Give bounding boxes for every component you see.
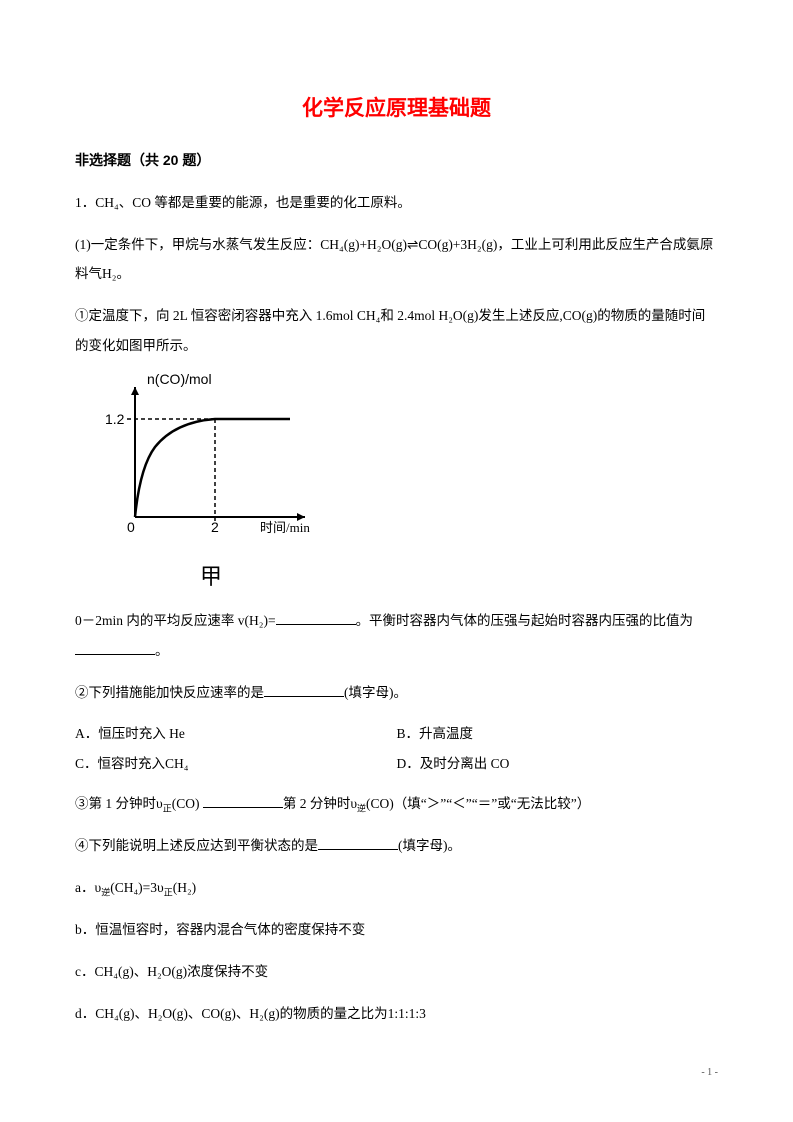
text-mid2: 第 2 分钟时υ xyxy=(283,796,357,811)
sub-zheng: 正 xyxy=(163,803,172,813)
blank-2[interactable] xyxy=(75,641,155,655)
blank-4[interactable] xyxy=(203,794,283,808)
option-D: D．及时分离出 CO xyxy=(397,749,719,779)
q1-sub4: ④下列能说明上述反应达到平衡状态的是 (填字母)。 xyxy=(75,831,718,861)
sub-ni: 逆 xyxy=(101,888,110,898)
options-2: A．恒压时充入 He B．升高温度 C．恒容时充入CH₄ D．及时分离出 CO xyxy=(75,719,718,778)
text-mid3: (CO)（填“＞”“＜”“＝”或“无法比较”） xyxy=(366,796,590,811)
q1-sub3: ③第 1 分钟时υ正(CO) 第 2 分钟时υ逆(CO)（填“＞”“＜”“＝”或… xyxy=(75,789,718,819)
text-end: (H₂) xyxy=(173,880,196,895)
text-end: 。 xyxy=(155,643,169,658)
text-pre: ③第 1 分钟时υ xyxy=(75,796,163,811)
blank-1[interactable] xyxy=(276,612,356,626)
option-b: b．恒温恒容时，容器内混合气体的密度保持不变 xyxy=(75,915,718,945)
section-header: 非选择题（共 20 题） xyxy=(75,148,718,173)
option-c: c．CH₄(g)、H₂O(g)浓度保持不变 xyxy=(75,957,718,987)
sub-ni: 逆 xyxy=(357,803,366,813)
q1-intro: 1．CH₄、CO 等都是重要的能源，也是重要的化工原料。 xyxy=(75,188,718,218)
option-C: C．恒容时充入CH₄ xyxy=(75,749,397,779)
option-A: A．恒压时充入 He xyxy=(75,719,397,749)
page-number: - 1 - xyxy=(701,1064,718,1082)
text-mid1: (CO) xyxy=(172,796,203,811)
page-title: 化学反应原理基础题 xyxy=(75,90,718,128)
option-d: d．CH₄(g)、H₂O(g)、CO(g)、H₂(g)的物质的量之比为1:1:1… xyxy=(75,999,718,1029)
origin-label: 0 xyxy=(127,519,135,535)
text: ④下列能说明上述反应达到平衡状态的是 xyxy=(75,838,318,853)
blank-3[interactable] xyxy=(264,683,344,697)
text-mid: (CH₄)=3υ xyxy=(110,880,164,895)
option-B: B．升高温度 xyxy=(397,719,719,749)
x-tick-2: 2 xyxy=(211,519,219,535)
curve xyxy=(135,419,290,517)
graph-caption: 甲 xyxy=(200,557,718,597)
graph-jia: n(CO)/mol 1.2 0 2 时间/min 甲 xyxy=(105,372,718,596)
y-tick-1.2: 1.2 xyxy=(105,411,125,427)
q1-part1: (1)一定条件下，甲烷与水蒸气发生反应：CH₄(g)+H₂O(g)⇌CO(g)+… xyxy=(75,230,718,289)
q1-sub1-question: 0－2min 内的平均反应速率 v(H₂)= 。平衡时容器内气体的压强与起始时容器… xyxy=(75,606,718,665)
y-axis-label: n(CO)/mol xyxy=(147,372,212,387)
text: ②下列措施能加快反应速率的是 xyxy=(75,685,264,700)
q1-sub1: ①定温度下，向 2L 恒容密闭容器中充入 1.6mol CH₄和 2.4mol … xyxy=(75,301,718,360)
text-tail: (填字母)。 xyxy=(398,838,461,853)
chart-svg: n(CO)/mol 1.2 0 2 时间/min xyxy=(105,372,345,542)
blank-5[interactable] xyxy=(318,837,398,851)
text-pre: 0－2min 内的平均反应速率 v(H₂)= xyxy=(75,613,276,628)
text-tail: (填字母)。 xyxy=(344,685,407,700)
option-a: a．υ逆(CH₄)=3υ正(H₂) xyxy=(75,873,718,903)
x-axis-label: 时间/min xyxy=(260,520,310,535)
y-arrow xyxy=(131,387,139,395)
text-pre: a．υ xyxy=(75,880,101,895)
text-mid: 。平衡时容器内气体的压强与起始时容器内压强的比值为 xyxy=(356,613,694,628)
q1-sub2: ②下列措施能加快反应速率的是 (填字母)。 xyxy=(75,678,718,708)
sub-zheng: 正 xyxy=(164,888,173,898)
